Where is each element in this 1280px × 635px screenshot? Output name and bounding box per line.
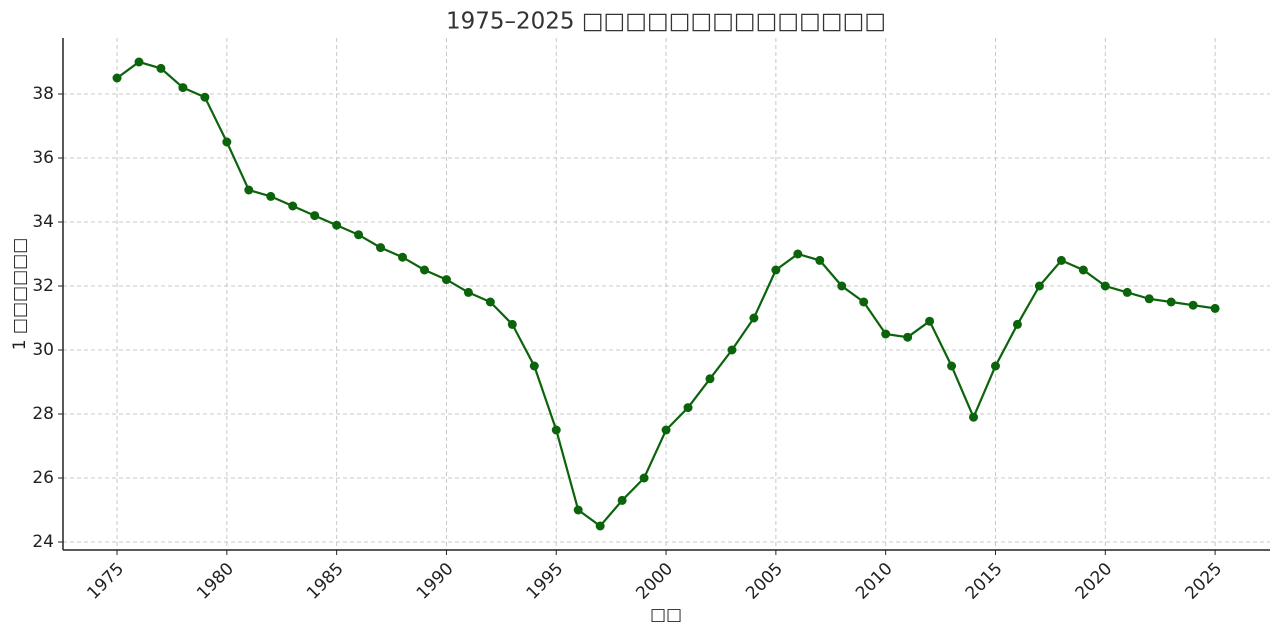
data-point: [178, 83, 188, 93]
y-tick-label: 36: [32, 148, 54, 168]
data-point: [529, 361, 539, 371]
data-point: [266, 191, 276, 201]
data-point: [859, 297, 869, 307]
data-point: [398, 252, 408, 262]
data-point: [485, 297, 495, 307]
data-point: [617, 495, 627, 505]
x-tick-label: 2005: [742, 559, 787, 604]
data-point: [837, 281, 847, 291]
x-tick-label: 2025: [1181, 559, 1226, 604]
data-point: [683, 403, 693, 413]
y-axis-label: 1 □□□□□□: [10, 238, 30, 351]
data-point: [463, 287, 473, 297]
data-point: [222, 137, 232, 147]
data-point: [815, 255, 825, 265]
data-point: [925, 316, 935, 326]
data-point: [1210, 303, 1220, 313]
data-point: [661, 425, 671, 435]
x-tick-label: 2010: [852, 559, 897, 604]
data-point: [1144, 294, 1154, 304]
data-point: [749, 313, 759, 323]
data-point: [1188, 300, 1198, 310]
data-point: [156, 63, 166, 73]
y-tick-label: 28: [32, 404, 54, 424]
data-point: [134, 57, 144, 67]
x-tick-label: 2020: [1072, 559, 1117, 604]
y-tick-label: 30: [32, 340, 54, 360]
data-point: [441, 275, 451, 285]
data-point: [771, 265, 781, 275]
x-tick-label: 2000: [632, 559, 677, 604]
data-point: [419, 265, 429, 275]
data-point: [507, 319, 517, 329]
data-point: [969, 412, 979, 422]
data-point: [1012, 319, 1022, 329]
x-tick-label: 1995: [523, 559, 568, 604]
data-point: [990, 361, 1000, 371]
data-point: [1166, 297, 1176, 307]
data-point: [354, 230, 364, 240]
data-point: [1100, 281, 1110, 291]
data-point: [310, 211, 320, 221]
data-point: [332, 220, 342, 230]
data-point: [595, 521, 605, 531]
data-point: [1122, 287, 1132, 297]
data-point: [244, 185, 254, 195]
data-point: [881, 329, 891, 339]
y-tick-label: 38: [32, 84, 54, 104]
chart-title: 1975–2025 □□□□□□□□□□□□□□: [446, 9, 886, 35]
data-point: [1056, 255, 1066, 265]
data-point: [903, 332, 913, 342]
x-tick-label: 1980: [193, 559, 238, 604]
x-tick-label: 1975: [83, 559, 128, 604]
data-point: [793, 249, 803, 259]
data-point: [705, 374, 715, 384]
x-tick-label: 1985: [303, 559, 348, 604]
y-tick-label: 34: [32, 212, 54, 232]
data-point: [1078, 265, 1088, 275]
data-point: [376, 243, 386, 253]
data-point: [727, 345, 737, 355]
x-tick-label: 1990: [413, 559, 458, 604]
data-point: [947, 361, 957, 371]
data-point: [200, 92, 210, 102]
data-point: [288, 201, 298, 211]
y-tick-label: 24: [32, 532, 54, 552]
data-point: [112, 73, 122, 83]
y-tick-label: 26: [32, 468, 54, 488]
data-point: [573, 505, 583, 515]
data-point: [1034, 281, 1044, 291]
data-point: [551, 425, 561, 435]
y-tick-label: 32: [32, 276, 54, 296]
data-point: [639, 473, 649, 483]
x-axis-label: □□: [650, 605, 682, 625]
x-tick-label: 2015: [962, 559, 1007, 604]
